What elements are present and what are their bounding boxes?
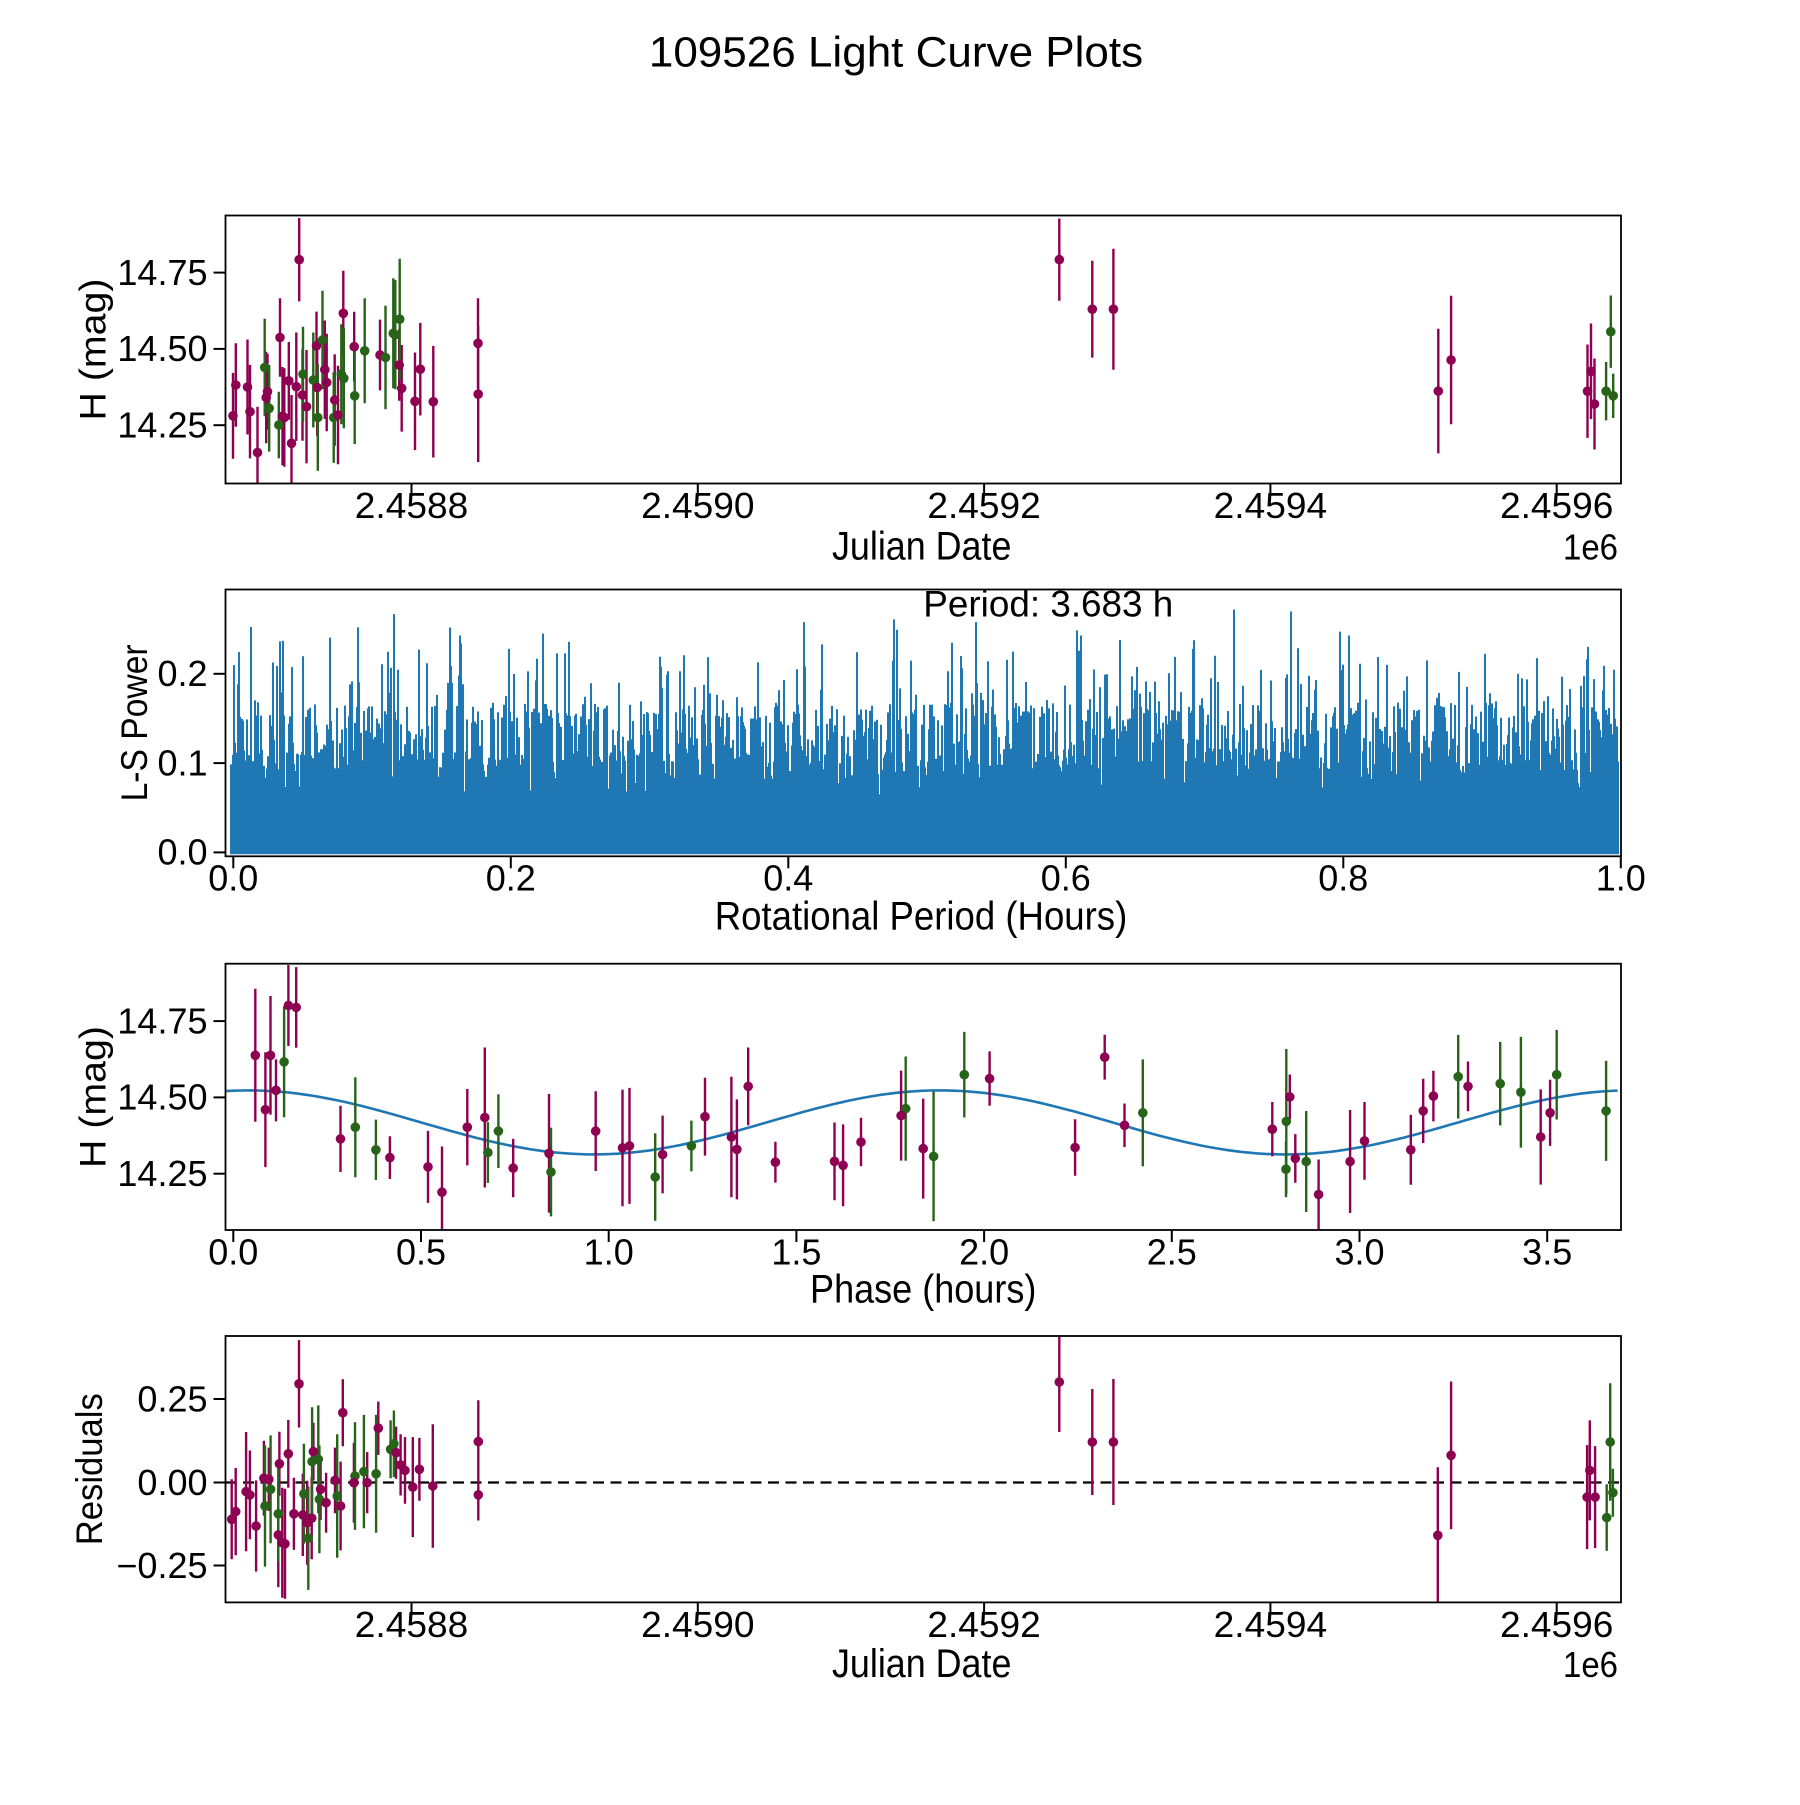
svg-text:0.0: 0.0 [208, 858, 258, 899]
svg-text:2.4590: 2.4590 [641, 1604, 754, 1645]
svg-text:2.4592: 2.4592 [927, 1604, 1040, 1645]
svg-text:2.4588: 2.4588 [355, 485, 468, 526]
svg-text:0.1: 0.1 [157, 742, 207, 783]
svg-text:0.2: 0.2 [157, 653, 207, 694]
svg-text:Julian Date: Julian Date [832, 1642, 1011, 1686]
svg-text:14.25: 14.25 [117, 1153, 207, 1194]
svg-text:0.2: 0.2 [486, 858, 536, 899]
svg-text:1e6: 1e6 [1563, 1644, 1618, 1685]
svg-text:14.50: 14.50 [117, 328, 207, 369]
svg-text:2.4592: 2.4592 [927, 485, 1040, 526]
svg-text:0.00: 0.00 [137, 1462, 207, 1503]
svg-text:14.25: 14.25 [117, 405, 207, 446]
svg-text:Residuals: Residuals [69, 1393, 110, 1545]
svg-text:0.0: 0.0 [208, 1231, 258, 1272]
svg-text:Phase (hours): Phase (hours) [810, 1268, 1036, 1312]
svg-text:−0.25: −0.25 [116, 1545, 207, 1586]
svg-text:2.4594: 2.4594 [1214, 1604, 1327, 1645]
svg-text:Julian Date: Julian Date [832, 524, 1011, 568]
svg-text:1.5: 1.5 [771, 1231, 821, 1272]
svg-text:0.25: 0.25 [137, 1378, 207, 1419]
svg-text:Period: 3.683 h: Period: 3.683 h [923, 584, 1173, 625]
svg-text:2.5: 2.5 [1147, 1231, 1197, 1272]
svg-text:2.0: 2.0 [959, 1231, 1009, 1272]
svg-text:0.0: 0.0 [157, 832, 207, 873]
svg-text:1e6: 1e6 [1563, 526, 1618, 567]
svg-text:L-S Power: L-S Power [114, 644, 155, 801]
svg-text:2.4590: 2.4590 [641, 485, 754, 526]
svg-text:1.0: 1.0 [584, 1231, 634, 1272]
svg-text:H (mag): H (mag) [73, 279, 114, 421]
svg-text:0.8: 0.8 [1318, 858, 1368, 899]
svg-text:14.50: 14.50 [117, 1077, 207, 1118]
svg-text:2.4594: 2.4594 [1214, 485, 1327, 526]
svg-text:1.0: 1.0 [1596, 858, 1646, 899]
svg-text:3.0: 3.0 [1334, 1231, 1384, 1272]
svg-text:109526 Light Curve Plots: 109526 Light Curve Plots [649, 29, 1143, 77]
svg-text:0.5: 0.5 [396, 1231, 446, 1272]
svg-text:2.4588: 2.4588 [355, 1604, 468, 1645]
svg-text:H (mag): H (mag) [73, 1026, 114, 1168]
svg-text:14.75: 14.75 [117, 252, 207, 293]
svg-text:0.6: 0.6 [1041, 858, 1091, 899]
svg-text:3.5: 3.5 [1522, 1231, 1572, 1272]
svg-text:0.4: 0.4 [763, 858, 813, 899]
svg-text:2.4596: 2.4596 [1500, 485, 1613, 526]
svg-text:Rotational Period (Hours): Rotational Period (Hours) [715, 895, 1128, 939]
svg-text:2.4596: 2.4596 [1500, 1604, 1613, 1645]
svg-text:14.75: 14.75 [117, 1000, 207, 1041]
